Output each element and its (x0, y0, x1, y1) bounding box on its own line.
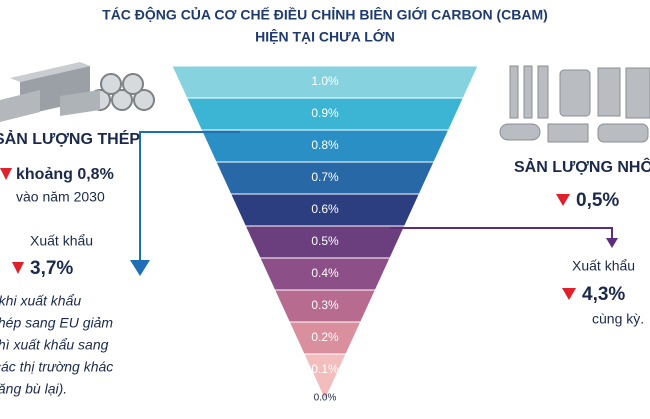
aluminium-export: 4,3% (582, 284, 625, 305)
arrow (139, 131, 240, 262)
arrow-head (130, 260, 150, 276)
aluminium-export-label: Xuất khẩu (572, 258, 635, 274)
funnel-label: 1.0% (311, 74, 339, 88)
steel-note-line: (khi xuất khẩu (0, 293, 81, 309)
funnel-label: 0.2% (311, 330, 339, 344)
down-icon (12, 262, 24, 274)
funnel-label: 0.4% (311, 266, 339, 280)
funnel-band (303, 353, 347, 402)
steel-year: vào năm 2030 (16, 189, 105, 205)
funnel-label: 0.6% (311, 202, 339, 216)
steel-export-label: Xuất khẩu (30, 233, 93, 249)
aluminium-heading: SẢN LƯỢNG NHÔM (514, 157, 650, 176)
funnel-label: 0.8% (311, 138, 339, 152)
aluminium-output: 0,5% (576, 190, 619, 211)
steel-note-line: thì xuất khẩu sang (0, 337, 109, 353)
funnel-label: 0.7% (311, 170, 339, 184)
steel-note-line: tăng bù lại). (0, 381, 67, 397)
steel-note-line: các thị trường khác (0, 359, 113, 375)
funnel-label: 0.9% (311, 106, 339, 120)
funnel-label: 0.5% (311, 234, 339, 248)
arrow-head (606, 238, 618, 248)
arrow (390, 227, 613, 240)
steel-pipes-image (0, 62, 155, 122)
down-icon (0, 168, 12, 180)
steel-export: 3,7% (30, 258, 73, 279)
steel-output: khoảng 0,8% (16, 166, 114, 183)
funnel-label: 0.3% (311, 298, 339, 312)
title-line: HIỆN TẠI CHƯA LỚN (255, 28, 395, 45)
aluminium-image (499, 65, 650, 143)
funnel-bottom-label: 0.0% (314, 393, 337, 404)
aluminium-note: cùng kỳ. (592, 311, 644, 327)
steel-note-line: thép sang EU giảm (0, 315, 113, 331)
down-icon (556, 194, 570, 206)
funnel-label: 0.1% (311, 362, 339, 376)
steel-heading: SẢN LƯỢNG THÉP (0, 129, 140, 148)
down-icon (562, 288, 576, 300)
title-line: TÁC ĐỘNG CỦA CƠ CHẾ ĐIỀU CHỈNH BIÊN GIỚI… (102, 6, 548, 23)
